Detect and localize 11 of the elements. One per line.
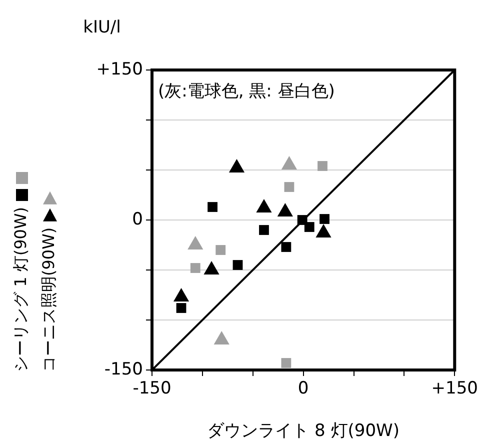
x-tick-label: +150 (431, 378, 478, 399)
legend-label: シーリング 1 灯(90W) (11, 206, 30, 372)
annotation: (灰:電球色, 黒: 昼白色) (158, 81, 335, 102)
y-tick-label: 0 (132, 209, 143, 230)
y-axis-title: kIU/l (83, 17, 121, 38)
x-tick-label: -150 (132, 378, 172, 399)
x-axis-title: ダウンライト 8 灯(90W) (207, 421, 400, 442)
legend-label: コーニス照明(90W) (39, 227, 58, 372)
x-tick-label: 0 (298, 378, 309, 399)
y-tick-label: +150 (96, 59, 143, 80)
y-tick-label: -150 (104, 359, 143, 380)
